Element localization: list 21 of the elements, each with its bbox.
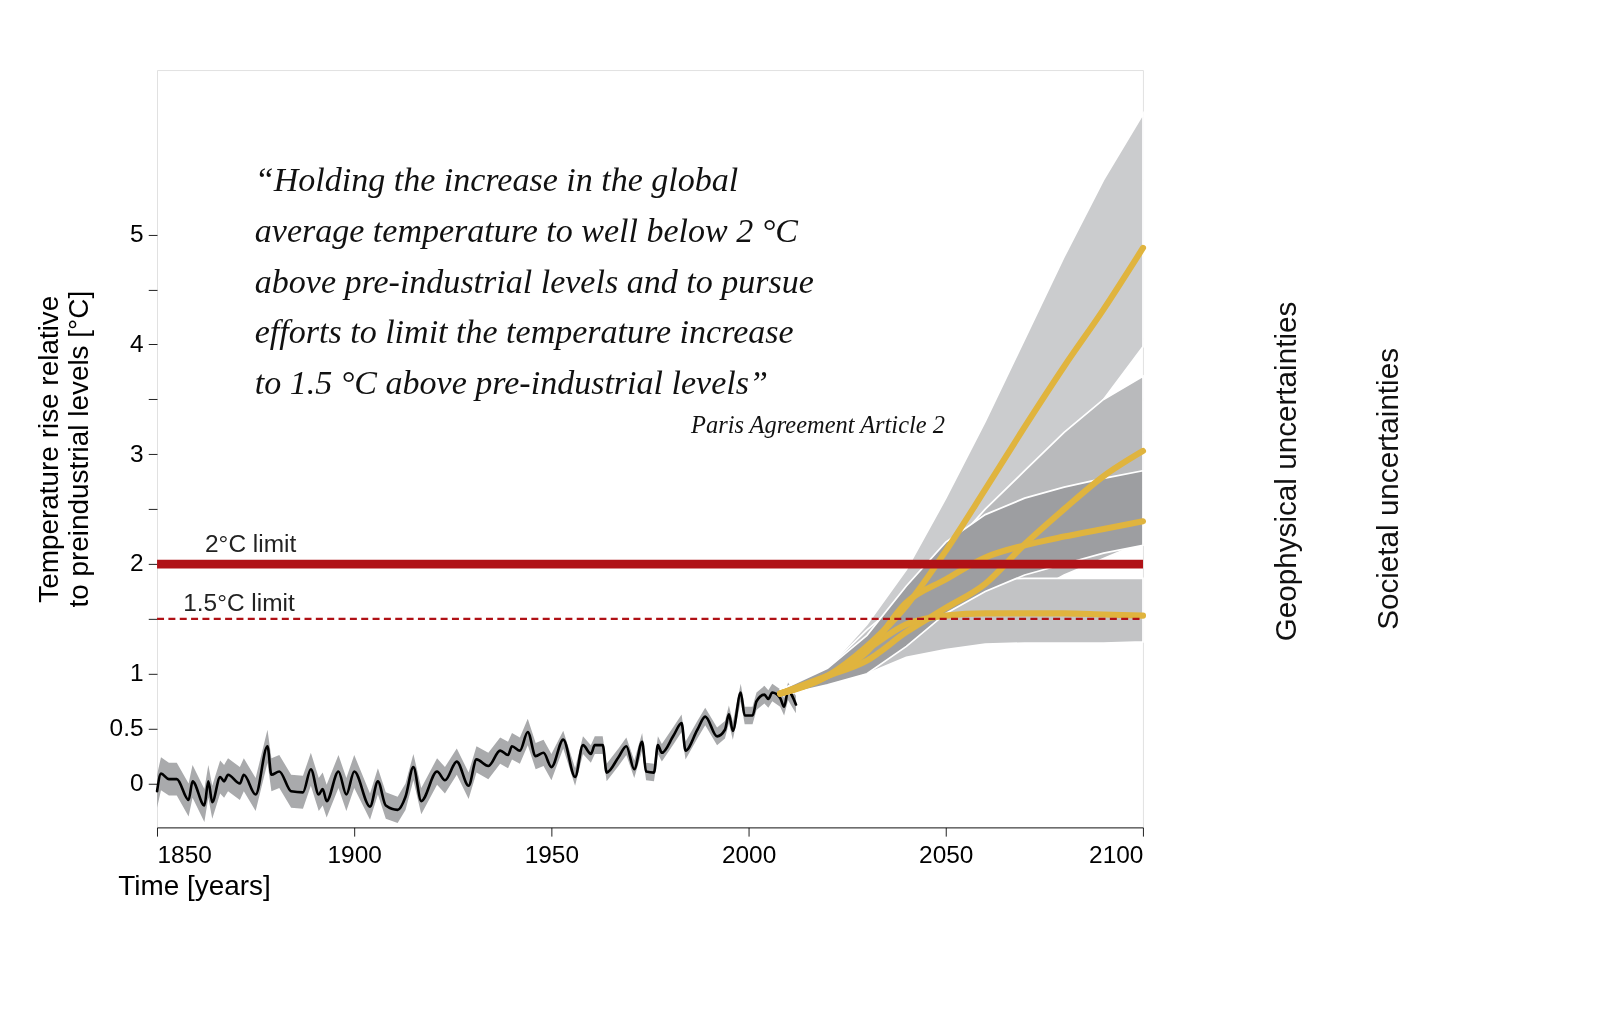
y-tick-label: 0 [129,768,144,796]
x-axis-title: Time [years] [118,870,271,902]
x-tick-label: 1900 [327,840,382,868]
y-axis-title: Temperature rise relative to preindustrial levels [°C] [33,290,94,608]
ref-line-label: 1.5°C limit [183,589,295,617]
x-tick-label: 2000 [721,840,777,868]
y-tick-label: 5 [129,220,144,248]
y-tick-label: 2 [129,549,144,577]
y-tick-label: 3 [129,439,144,467]
x-tick-label: 1950 [524,840,580,868]
x-tick-label: 2100 [1089,840,1144,868]
text: Geophysical uncertainties [1268,301,1302,642]
y-tick-label: 4 [129,329,144,357]
ref-line-label: 2°C limit [205,529,297,557]
annotation: “Holding the increase in the global average temperature to well below 2 °C above pre-industrial levels and to pursue efforts to limit the temperature increase to 1.5 °C above pre-industrial levels” [254,161,814,401]
y-tick-label: 0.5 [109,714,144,742]
y-tick-label: 1 [129,659,144,687]
x-tick-label: 1850 [157,840,212,868]
text: Societal uncertainties [1370,347,1404,630]
x-tick-label: 2050 [919,840,974,868]
annotation: Paris Agreement Article 2 [690,411,945,439]
